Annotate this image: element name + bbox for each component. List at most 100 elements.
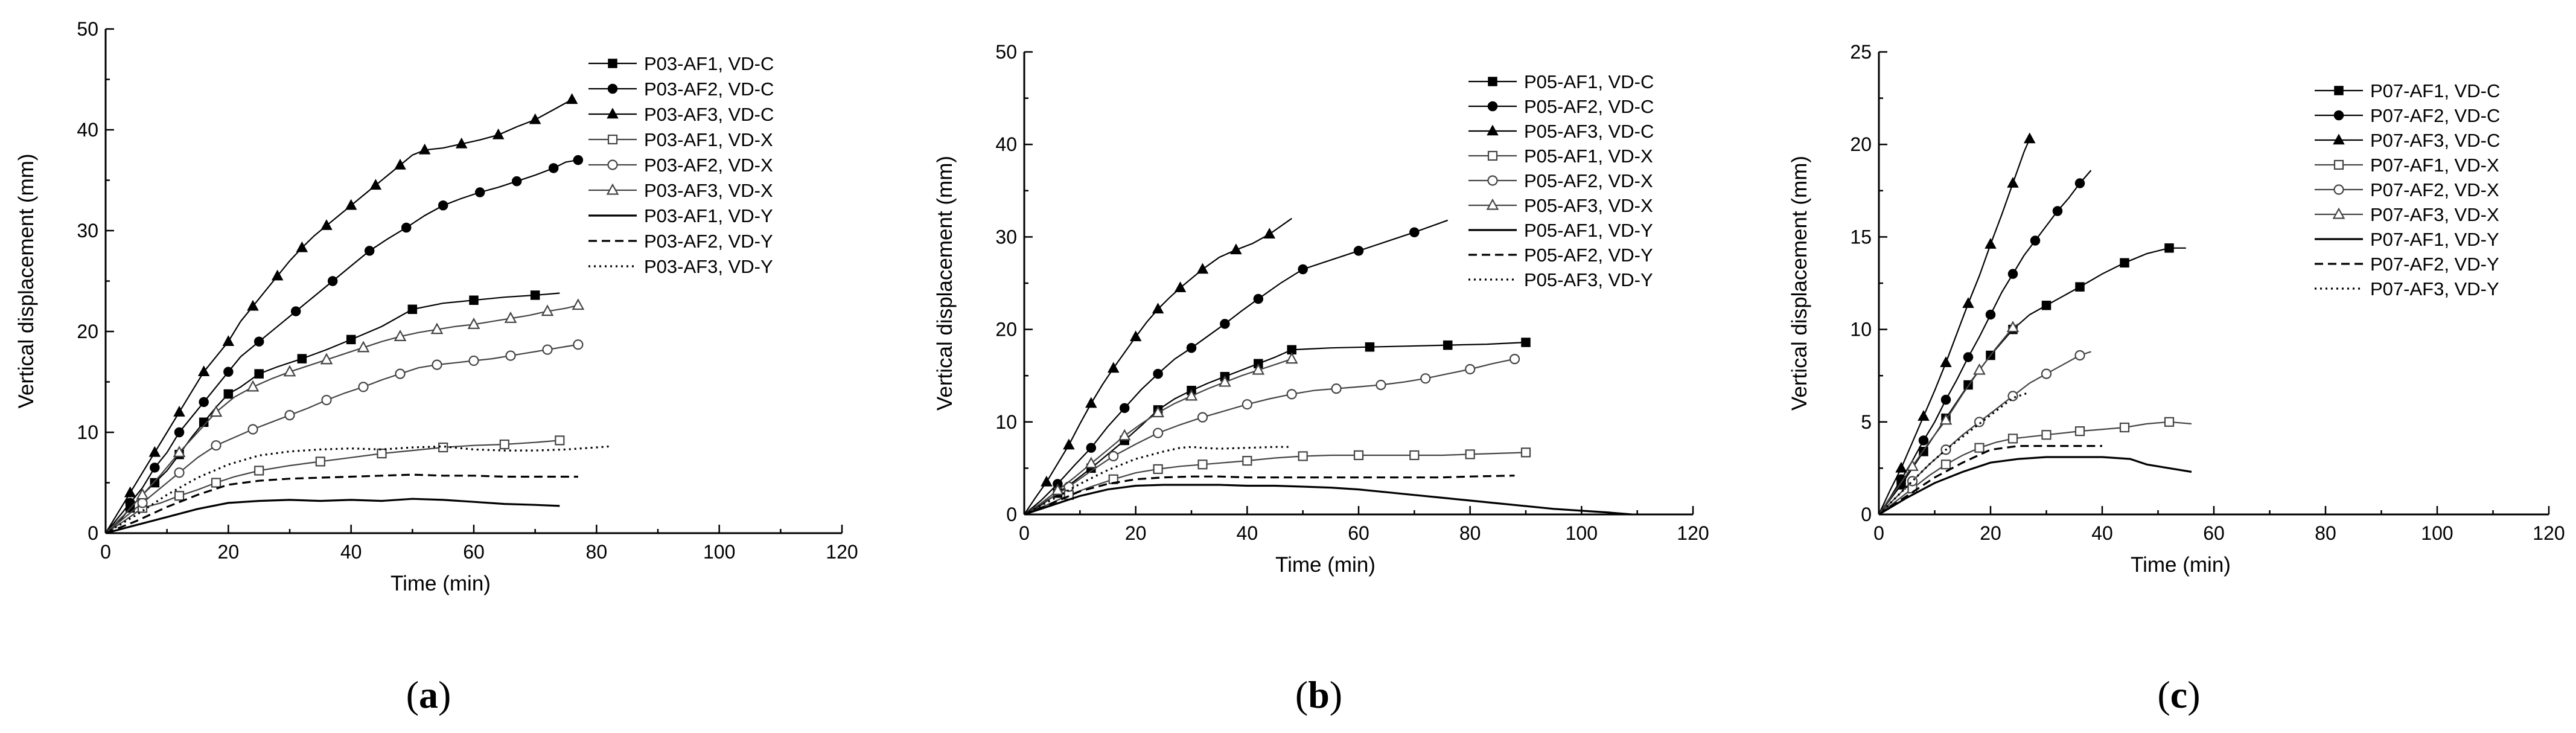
data-point-p07-af3-vd-c	[1940, 356, 1952, 368]
x-tick-label: 20	[1125, 522, 1147, 544]
legend-marker-p03-af1-vd-c	[608, 59, 617, 68]
data-point-p05-af2-vd-c	[1153, 368, 1163, 379]
x-tick-label: 80	[586, 541, 608, 563]
data-point-p07-af1-vd-c	[2120, 258, 2129, 268]
series-line-p03-af1-vd-c	[105, 292, 560, 534]
y-tick-label: 0	[1861, 504, 1872, 525]
data-point-p07-af1-vd-x	[2074, 426, 2085, 437]
legend-label-p05-af3-vd-c: P05-AF3, VD-C	[1524, 121, 1654, 142]
data-point-p05-af3-vd-c	[1041, 475, 1053, 487]
data-point-p05-af2-vd-x	[1376, 379, 1386, 391]
data-point-p07-af3-vd-x	[2006, 321, 2020, 333]
y-tick-label: 40	[995, 133, 1017, 155]
data-point-p05-af1-vd-x	[1353, 450, 1364, 461]
legend-marker-p05-af3-vd-c	[1487, 124, 1499, 136]
data-point-p03-af2-vd-x	[395, 368, 406, 379]
data-point-p03-af2-vd-x	[573, 339, 584, 350]
data-point-p03-af3-vd-c	[197, 365, 210, 377]
x-tick-label: 120	[826, 541, 858, 563]
data-point-p03-af2-vd-c	[253, 336, 264, 347]
series-line-p07-af1-vd-y	[1878, 456, 2192, 516]
legend-label-p03-af3-vd-x: P03-AF3, VD-X	[644, 180, 773, 201]
data-point-p03-af3-vd-c	[529, 113, 541, 124]
data-point-p05-af3-vd-x	[1219, 375, 1231, 387]
data-point-p05-af3-vd-c	[1152, 302, 1164, 314]
legend-marker-p07-af3-vd-x	[2332, 207, 2345, 219]
data-point-p03-af3-vd-c	[394, 158, 406, 170]
legend-label-p07-af3-vd-y: P07-AF3, VD-Y	[2370, 278, 2499, 299]
data-point-p03-af2-vd-c	[548, 163, 559, 173]
data-point-p07-af1-vd-c	[2164, 243, 2174, 253]
legend-label-p03-af1-vd-y: P03-AF1, VD-Y	[644, 205, 773, 226]
data-point-p05-af3-vd-x	[1185, 389, 1198, 401]
data-point-p07-af1-vd-x	[1940, 459, 1951, 470]
data-point-p07-af3-vd-x	[1939, 413, 1953, 425]
series-line-p07-af3-vd-x	[1878, 323, 2019, 515]
data-point-p03-af2-vd-x	[321, 394, 332, 406]
x-tick-label: 0	[1873, 522, 1884, 544]
data-point-p07-af1-vd-c	[2075, 282, 2085, 292]
data-point-p05-af2-vd-c	[1086, 443, 1097, 453]
data-point-p07-af2-vd-c	[2074, 178, 2085, 188]
data-point-p07-af2-vd-c	[2052, 206, 2063, 216]
series-line-p03-af1-vd-x	[105, 440, 560, 534]
y-tick-label: 0	[1006, 504, 1017, 525]
x-tick-label: 40	[2091, 522, 2113, 544]
data-point-p07-af3-vd-c	[1985, 238, 1997, 249]
data-point-p07-af3-vd-c	[1918, 410, 1930, 421]
data-point-p03-af3-vd-c	[320, 219, 333, 230]
data-point-p03-af3-vd-x	[320, 353, 333, 365]
data-point-p03-af1-vd-c	[469, 295, 479, 305]
y-tick-label: 50	[995, 41, 1017, 63]
data-point-p03-af1-vd-c	[407, 304, 418, 315]
legend-marker-p03-af2-vd-c	[607, 83, 618, 94]
data-point-p03-af3-vd-c	[492, 128, 505, 139]
data-point-p03-af3-vd-c	[222, 335, 235, 346]
legend-label-p03-af2-vd-x: P03-AF2, VD-X	[644, 155, 773, 176]
y-tick-label: 5	[1861, 411, 1872, 433]
data-point-p03-af2-vd-x	[432, 359, 442, 370]
data-point-p07-af1-vd-x	[1974, 443, 1985, 453]
data-point-p05-af1-vd-c	[1365, 342, 1375, 352]
data-point-p05-af2-vd-x	[1197, 412, 1208, 423]
data-point-p03-af3-vd-c	[124, 486, 136, 498]
x-tick-label: 100	[703, 541, 735, 563]
data-point-p05-af1-vd-x	[1242, 456, 1252, 466]
x-tick-label: 0	[1019, 522, 1030, 544]
data-point-p05-af2-vd-x	[1152, 427, 1164, 438]
data-point-p05-af3-vd-x	[1051, 483, 1064, 495]
legend-marker-p05-af1-vd-c	[1488, 77, 1497, 86]
legend-label-p05-af3-vd-x: P05-AF3, VD-X	[1524, 195, 1653, 216]
series-line-p03-af2-vd-y	[105, 473, 578, 534]
y-axis-title: Vertical displacement (mm)	[1788, 156, 1811, 411]
data-point-p07-af3-vd-c	[1895, 461, 1907, 473]
data-point-p07-af2-vd-x	[2041, 368, 2052, 379]
legend-marker-p07-af1-vd-c	[2334, 86, 2344, 95]
data-point-p03-af1-vd-c	[223, 389, 234, 399]
data-point-p03-af3-vd-x	[572, 298, 585, 310]
series-line-p05-af2-vd-c	[1024, 219, 1449, 515]
data-point-p07-af3-vd-x	[1973, 363, 1986, 375]
data-point-p03-af1-vd-c	[297, 354, 307, 363]
legend-label-p07-af2-vd-c: P07-AF2, VD-C	[2370, 105, 2500, 126]
data-point-p03-af3-vd-c	[247, 299, 259, 311]
data-point-p05-af2-vd-c	[1253, 293, 1264, 304]
y-tick-label: 20	[77, 321, 98, 342]
y-tick-label: 40	[77, 119, 98, 141]
data-point-p03-af3-vd-x	[394, 330, 407, 341]
data-point-p03-af1-vd-c	[530, 290, 540, 300]
data-point-p03-af3-vd-c	[296, 241, 308, 252]
x-tick-label: 120	[1677, 522, 1709, 544]
data-point-p07-af3-vd-c	[2023, 132, 2036, 144]
series-line-p03-af1-vd-y	[105, 498, 560, 534]
data-point-p07-af2-vd-c	[1896, 474, 1907, 485]
data-point-p03-af2-vd-c	[401, 222, 412, 233]
panel-a: 0 20 40 60 80 100 120 0 10 20 30 40 50 Time (min) Vert…	[14, 18, 858, 716]
legend-marker-p05-af2-vd-x	[1487, 175, 1498, 186]
data-point-p03-af1-vd-c	[254, 369, 264, 379]
legend-label-p07-af2-vd-y: P07-AF2, VD-Y	[2370, 254, 2499, 275]
x-tick-label: 100	[1566, 522, 1598, 544]
data-point-p05-af2-vd-c	[1119, 403, 1130, 414]
data-point-p03-af2-vd-c	[125, 498, 135, 508]
series-line-p05-af2-vd-y	[1024, 475, 1515, 516]
